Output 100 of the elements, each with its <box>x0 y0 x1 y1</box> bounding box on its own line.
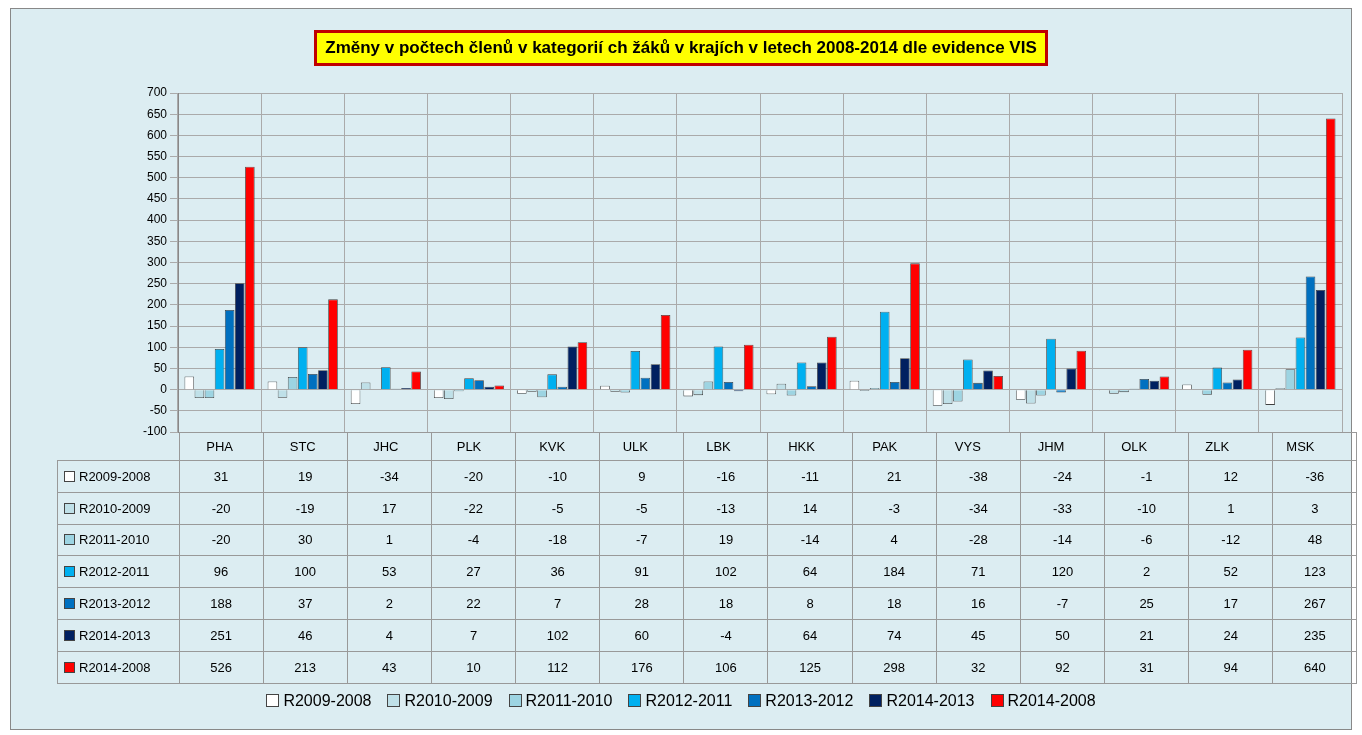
data-label: -34 <box>347 460 432 493</box>
data-label: 102 <box>515 619 600 652</box>
data-label: 74 <box>852 619 937 652</box>
data-label: -16 <box>683 460 768 493</box>
data-label: -4 <box>431 524 516 556</box>
data-label: 91 <box>599 555 684 588</box>
data-label: 112 <box>515 651 600 684</box>
data-label: 3 <box>1272 492 1357 525</box>
data-label: 28 <box>599 587 684 620</box>
data-label: -20 <box>431 460 516 493</box>
data-label: 18 <box>683 587 768 620</box>
data-label: -14 <box>1020 524 1105 556</box>
x-tick-label: KVK <box>539 439 566 455</box>
y-tick-label: 350 <box>146 233 168 248</box>
data-label: 14 <box>767 492 853 525</box>
data-label: 2 <box>347 587 432 620</box>
y-tick-label: 500 <box>146 170 168 185</box>
y-tick-label: 700 <box>146 85 168 100</box>
data-label: -36 <box>1272 460 1357 493</box>
data-label: 267 <box>1272 587 1357 620</box>
data-label: 30 <box>263 524 348 556</box>
x-tick-label: ULK <box>622 439 649 455</box>
data-label: -14 <box>767 524 853 556</box>
data-label: 4 <box>852 524 937 556</box>
text: R2013-2012 <box>765 692 854 709</box>
data-label: 71 <box>936 555 1021 588</box>
data-label: -10 <box>515 460 600 493</box>
x-tick-label: OLK <box>1121 439 1148 455</box>
data-label: 16 <box>936 587 1021 620</box>
x-tick-label: PHA <box>206 439 234 455</box>
legend-label: R2013-2012 <box>79 596 151 612</box>
data-label: -5 <box>515 492 600 525</box>
text: R2014-2008 <box>1007 692 1096 709</box>
data-label: 7 <box>431 619 516 652</box>
legend-label: R2012-2011 <box>79 564 150 580</box>
data-label: 48 <box>1272 524 1357 556</box>
legend-label: R2010-2009 <box>79 500 151 516</box>
data-label: -7 <box>1020 587 1105 620</box>
data-label: 64 <box>767 619 853 652</box>
y-tick-label: 600 <box>146 127 168 142</box>
x-tick-label: JHC <box>373 439 399 455</box>
data-label: -4 <box>683 619 768 652</box>
x-tick-label: MSK <box>1286 439 1315 455</box>
data-label: 184 <box>852 555 937 588</box>
y-tick-label: -50 <box>149 403 168 418</box>
data-label: 526 <box>179 651 264 684</box>
y-tick-label: 250 <box>146 276 168 290</box>
data-label: 17 <box>347 492 432 525</box>
data-label: 8 <box>767 587 853 620</box>
data-label: 21 <box>852 460 937 493</box>
data-label: 46 <box>263 619 348 652</box>
data-label: 50 <box>1020 619 1105 652</box>
data-label: 251 <box>179 619 264 652</box>
x-tick-label: LBK <box>706 439 732 455</box>
data-label: -5 <box>599 492 684 525</box>
data-label: 21 <box>1104 619 1189 652</box>
data-label: -18 <box>515 524 600 556</box>
data-label: 22 <box>431 587 516 620</box>
data-label: 64 <box>767 555 853 588</box>
data-label: 32 <box>936 651 1021 684</box>
data-label: 31 <box>179 460 264 493</box>
data-label: 102 <box>683 555 768 588</box>
x-tick-label: JHM <box>1037 439 1065 455</box>
data-label: 4 <box>347 619 432 652</box>
data-label: 10 <box>431 651 516 684</box>
y-tick-label: 400 <box>146 212 168 227</box>
data-label: -13 <box>683 492 768 525</box>
data-label: -7 <box>599 524 684 556</box>
data-label: 18 <box>852 587 937 620</box>
data-label: 1 <box>1188 492 1273 525</box>
data-label: 125 <box>767 651 853 684</box>
data-label: 123 <box>1272 555 1357 588</box>
data-label: 1 <box>347 524 432 556</box>
data-label: 96 <box>179 555 264 588</box>
data-label: 27 <box>431 555 516 588</box>
data-label: 9 <box>599 460 684 493</box>
data-label: 19 <box>683 524 768 556</box>
x-tick-label: PAK <box>872 439 898 455</box>
data-label: 52 <box>1188 555 1273 588</box>
y-tick-label: 300 <box>146 254 168 269</box>
data-label: 2 <box>1104 555 1189 588</box>
data-label: -19 <box>263 492 348 525</box>
text: R2011-2010 <box>525 692 613 709</box>
data-label: 176 <box>599 651 684 684</box>
data-label: 94 <box>1188 651 1273 684</box>
data-label: -38 <box>936 460 1021 493</box>
data-label: -20 <box>179 524 264 556</box>
y-tick-label: 0 <box>160 381 168 396</box>
data-label: 640 <box>1272 651 1357 684</box>
data-label: -20 <box>179 492 264 525</box>
x-tick-label: HKK <box>788 439 816 455</box>
y-tick-label: 150 <box>146 318 168 333</box>
data-label: 17 <box>1188 587 1273 620</box>
data-label: -34 <box>936 492 1021 525</box>
x-tick-label: PLK <box>456 439 482 455</box>
x-tick-label: ZLK <box>1205 439 1230 455</box>
legend-label: R2011-2010 <box>79 532 150 548</box>
data-label: 106 <box>683 651 768 684</box>
data-label: 12 <box>1188 460 1273 493</box>
data-label: 19 <box>263 460 348 493</box>
